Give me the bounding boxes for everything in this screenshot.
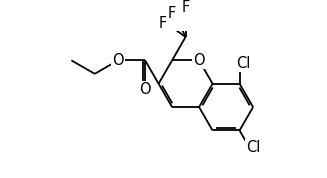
Text: F: F xyxy=(159,16,167,31)
Text: O: O xyxy=(112,53,124,68)
Text: F: F xyxy=(181,0,190,15)
Text: O: O xyxy=(193,53,205,68)
Text: F: F xyxy=(167,6,176,21)
Text: O: O xyxy=(139,82,151,97)
Text: Cl: Cl xyxy=(236,56,251,71)
Text: Cl: Cl xyxy=(247,140,261,156)
